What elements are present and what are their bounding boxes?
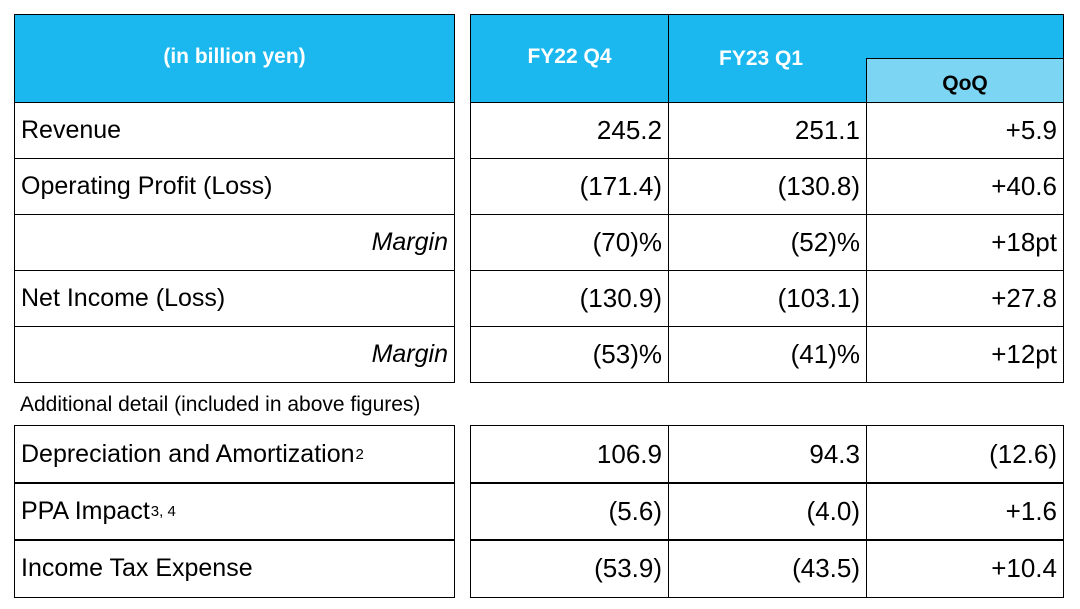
value-cell: (130.9) xyxy=(470,269,669,327)
label-text: Depreciation and Amortization xyxy=(21,439,355,468)
label-text: Operating Profit (Loss) xyxy=(21,171,273,200)
value-cell: (52)% xyxy=(668,213,867,271)
value-cell: (12.6) xyxy=(866,425,1064,484)
row-label: PPA Impact 3, 4 xyxy=(14,482,455,541)
value-cell: (4.0) xyxy=(668,482,867,541)
note: Additional detail (included in above fig… xyxy=(20,393,421,416)
value-cell: +12pt xyxy=(866,325,1064,383)
value-cell: (43.5) xyxy=(668,539,867,598)
row-label: Depreciation and Amortization 2 xyxy=(14,425,455,484)
value-cell: (70)% xyxy=(470,213,669,271)
value-cell: +1.6 xyxy=(866,482,1064,541)
value-cell: (41)% xyxy=(668,325,867,383)
value-cell: 106.9 xyxy=(470,425,669,484)
label-text: PPA Impact xyxy=(21,496,150,525)
label-text: Income Tax Expense xyxy=(21,553,253,582)
label-text: Margin xyxy=(371,227,448,256)
row-label: Net Income (Loss) xyxy=(14,269,455,327)
label-text: Revenue xyxy=(21,115,122,144)
value-cell: (53.9) xyxy=(470,539,669,598)
footnote-mark: 2 xyxy=(355,445,364,463)
header-label: (in billion yen) xyxy=(14,14,455,103)
value-cell: +10.4 xyxy=(866,539,1064,598)
value-cell: (5.6) xyxy=(470,482,669,541)
value-cell: (53)% xyxy=(470,325,669,383)
value-cell: +27.8 xyxy=(866,269,1064,327)
label-text: Margin xyxy=(371,339,448,368)
value-cell: (171.4) xyxy=(470,157,669,215)
row-label: Margin xyxy=(14,213,455,271)
footnote-mark: 3, 4 xyxy=(150,502,176,520)
value-cell: (130.8) xyxy=(668,157,867,215)
row-label: Operating Profit (Loss) xyxy=(14,157,455,215)
value-cell: 245.2 xyxy=(470,101,669,159)
column-header: FY22 Q4 xyxy=(470,14,669,103)
label-text: Net Income (Loss) xyxy=(21,283,226,312)
value-cell: 251.1 xyxy=(668,101,867,159)
value-cell: +40.6 xyxy=(866,157,1064,215)
row-label: Revenue xyxy=(14,101,455,159)
value-cell: +5.9 xyxy=(866,101,1064,159)
value-cell: +18pt xyxy=(866,213,1064,271)
row-label: Income Tax Expense xyxy=(14,539,455,598)
value-cell: 94.3 xyxy=(668,425,867,484)
row-label: Margin xyxy=(14,325,455,383)
value-cell: (103.1) xyxy=(668,269,867,327)
sub-column-header: QoQ xyxy=(866,58,1064,103)
